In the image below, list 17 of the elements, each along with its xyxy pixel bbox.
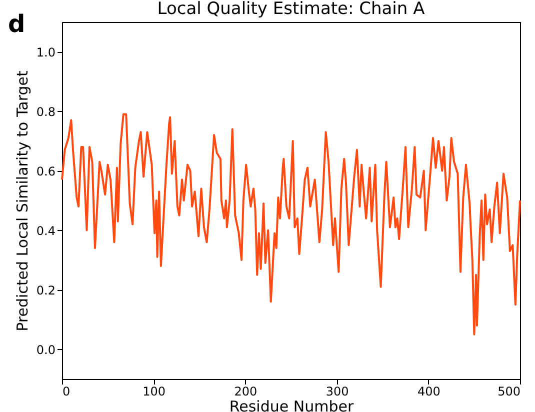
y-tick-label: 0.0 <box>36 342 56 357</box>
y-tick-label: 0.8 <box>36 104 56 119</box>
x-tick-label: 200 <box>234 384 258 398</box>
y-tick-label: 0.6 <box>36 164 56 178</box>
x-tick-label: 400 <box>417 384 440 398</box>
x-tick-label: 0 <box>62 384 70 398</box>
x-axis-title: Residue Number <box>229 398 354 412</box>
y-tick-label: 1.0 <box>36 45 56 60</box>
y-axis-title: Predicted Local Similarity to Target <box>13 70 32 332</box>
x-tick-label: 100 <box>142 384 166 398</box>
text: d <box>8 10 26 38</box>
chart-title: Local Quality Estimate: Chain A <box>157 0 426 19</box>
line-series <box>61 113 521 336</box>
y-tick-label: 0.4 <box>36 224 56 238</box>
y-tick-label: 0.2 <box>36 283 56 298</box>
x-tick-label: 300 <box>326 384 349 398</box>
x-tick-label: 500 <box>498 384 520 398</box>
